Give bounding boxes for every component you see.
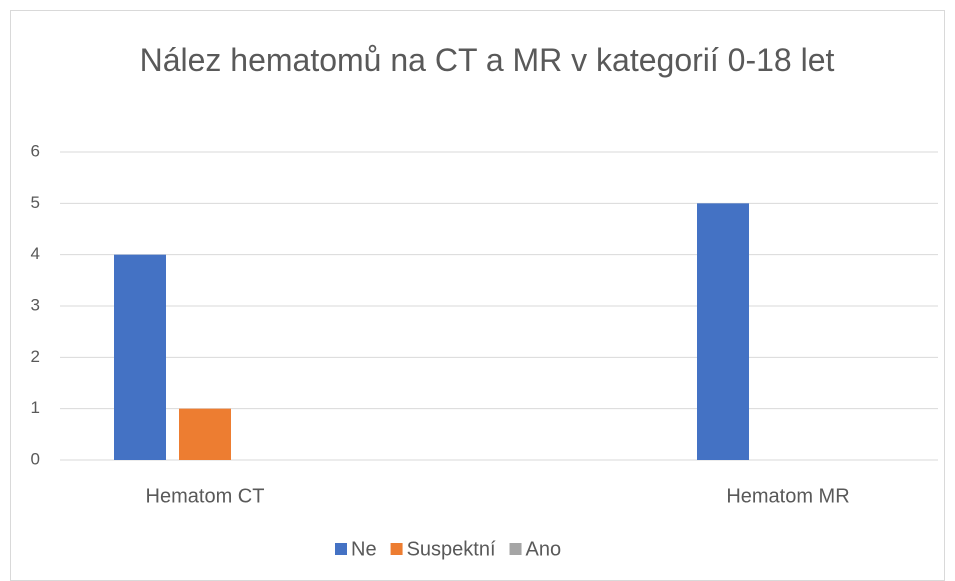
y-tick-label: 2 <box>31 347 40 366</box>
y-tick-label: 1 <box>31 398 40 417</box>
legend-label: Ne <box>351 538 377 560</box>
x-tick-label: Hematom CT <box>146 485 265 507</box>
bar <box>114 254 166 460</box>
chart-title: Nález hematomů na CT a MR v kategorií 0-… <box>139 42 835 78</box>
legend-swatch <box>390 543 403 555</box>
y-tick-label: 3 <box>31 295 40 314</box>
y-tick-label: 5 <box>31 193 40 212</box>
y-tick-label: 0 <box>31 449 40 468</box>
x-tick-label: Hematom MR <box>726 485 849 507</box>
y-tick-label: 6 <box>31 141 40 160</box>
y-tick-label: 4 <box>31 244 40 263</box>
bar <box>697 203 749 461</box>
bar <box>179 408 231 460</box>
legend-label: Suspektní <box>407 538 496 560</box>
legend-label: Ano <box>526 538 562 560</box>
legend-swatch <box>509 543 522 555</box>
legend-swatch <box>335 543 347 555</box>
